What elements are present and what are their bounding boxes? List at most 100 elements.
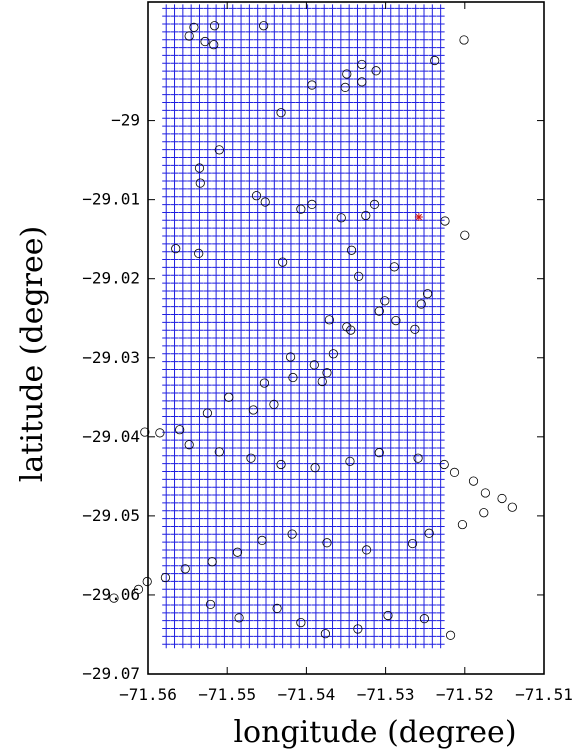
- grid-point: [320, 263, 329, 272]
- grid-point: [212, 184, 221, 193]
- grid-point: [237, 553, 246, 562]
- circle-point: [371, 66, 381, 76]
- grid-point: [262, 436, 271, 445]
- grid-point: [361, 506, 370, 515]
- grid-point: [295, 585, 304, 594]
- grid-point: [295, 286, 304, 295]
- grid-point: [345, 27, 354, 36]
- grid-point: [403, 12, 412, 21]
- grid-point: [237, 475, 246, 484]
- grid-point: [162, 74, 171, 83]
- grid-point: [237, 640, 246, 649]
- grid-point: [378, 12, 387, 21]
- grid-point: [320, 428, 329, 437]
- grid-point: [170, 459, 179, 468]
- grid-point: [228, 74, 237, 83]
- grid-point: [420, 428, 429, 437]
- grid-point: [195, 632, 204, 641]
- grid-point: [378, 263, 387, 272]
- grid-point: [386, 459, 395, 468]
- grid-point: [370, 98, 379, 107]
- grid-point: [345, 310, 354, 319]
- grid-point: [162, 428, 171, 437]
- grid-point: [170, 530, 179, 539]
- grid-point: [353, 459, 362, 468]
- grid-point: [212, 506, 221, 515]
- grid-point: [270, 59, 279, 68]
- grid-point: [295, 106, 304, 115]
- grid-point: [328, 341, 337, 350]
- grid-point: [395, 4, 404, 13]
- grid-point: [420, 514, 429, 523]
- grid-point: [195, 43, 204, 52]
- grid-point: [436, 224, 445, 233]
- grid-point: [320, 35, 329, 44]
- grid-point: [170, 310, 179, 319]
- grid-point: [295, 74, 304, 83]
- grid-point: [436, 43, 445, 52]
- grid-point: [411, 263, 420, 272]
- grid-point: [212, 585, 221, 594]
- grid-point: [370, 640, 379, 649]
- grid-point: [395, 498, 404, 507]
- grid-point: [345, 12, 354, 21]
- grid-point: [370, 349, 379, 358]
- grid-point: [420, 129, 429, 138]
- grid-point: [403, 569, 412, 578]
- grid-point: [162, 98, 171, 107]
- grid-point: [286, 522, 295, 531]
- grid-point: [245, 443, 254, 452]
- grid-point: [370, 506, 379, 515]
- grid-point: [370, 67, 379, 76]
- circle-point: [369, 199, 380, 209]
- grid-point: [178, 608, 187, 617]
- grid-point: [378, 318, 387, 327]
- grid-point: [303, 27, 312, 36]
- grid-point: [270, 169, 279, 178]
- grid-point: [428, 137, 437, 146]
- grid-point: [403, 4, 412, 13]
- grid-point: [345, 43, 354, 52]
- grid-point: [228, 546, 237, 555]
- grid-point: [270, 522, 279, 531]
- grid-point: [378, 577, 387, 586]
- grid-point: [220, 365, 229, 374]
- grid-point: [295, 467, 304, 476]
- grid-point: [278, 530, 287, 539]
- grid-point: [178, 593, 187, 602]
- grid-point: [270, 67, 279, 76]
- grid-point: [295, 404, 304, 413]
- grid-point: [345, 451, 354, 460]
- grid-point: [220, 286, 229, 295]
- grid-point: [411, 51, 420, 60]
- circle-point: [507, 502, 517, 512]
- grid-point: [370, 593, 379, 602]
- grid-point: [237, 35, 246, 44]
- grid-point: [212, 169, 221, 178]
- grid-point: [428, 530, 437, 539]
- grid-point: [195, 640, 204, 649]
- grid-point: [178, 467, 187, 476]
- grid-point: [428, 428, 437, 437]
- grid-point: [403, 239, 412, 248]
- circle-point: [322, 368, 332, 378]
- grid-point: [212, 302, 221, 311]
- grid-point: [395, 396, 404, 405]
- grid-point: [178, 20, 187, 29]
- grid-point: [395, 51, 404, 60]
- grid-point: [295, 51, 304, 60]
- grid-point: [361, 396, 370, 405]
- grid-point: [428, 506, 437, 515]
- y-tick-label: −29.02: [82, 269, 140, 288]
- grid-point: [361, 239, 370, 248]
- grid-point: [262, 569, 271, 578]
- grid-point: [170, 396, 179, 405]
- grid-point: [353, 451, 362, 460]
- grid-point: [395, 106, 404, 115]
- grid-point: [262, 129, 271, 138]
- grid-point: [278, 169, 287, 178]
- grid-point: [303, 436, 312, 445]
- grid-point: [420, 177, 429, 186]
- grid-point: [428, 184, 437, 193]
- grid-point: [295, 90, 304, 99]
